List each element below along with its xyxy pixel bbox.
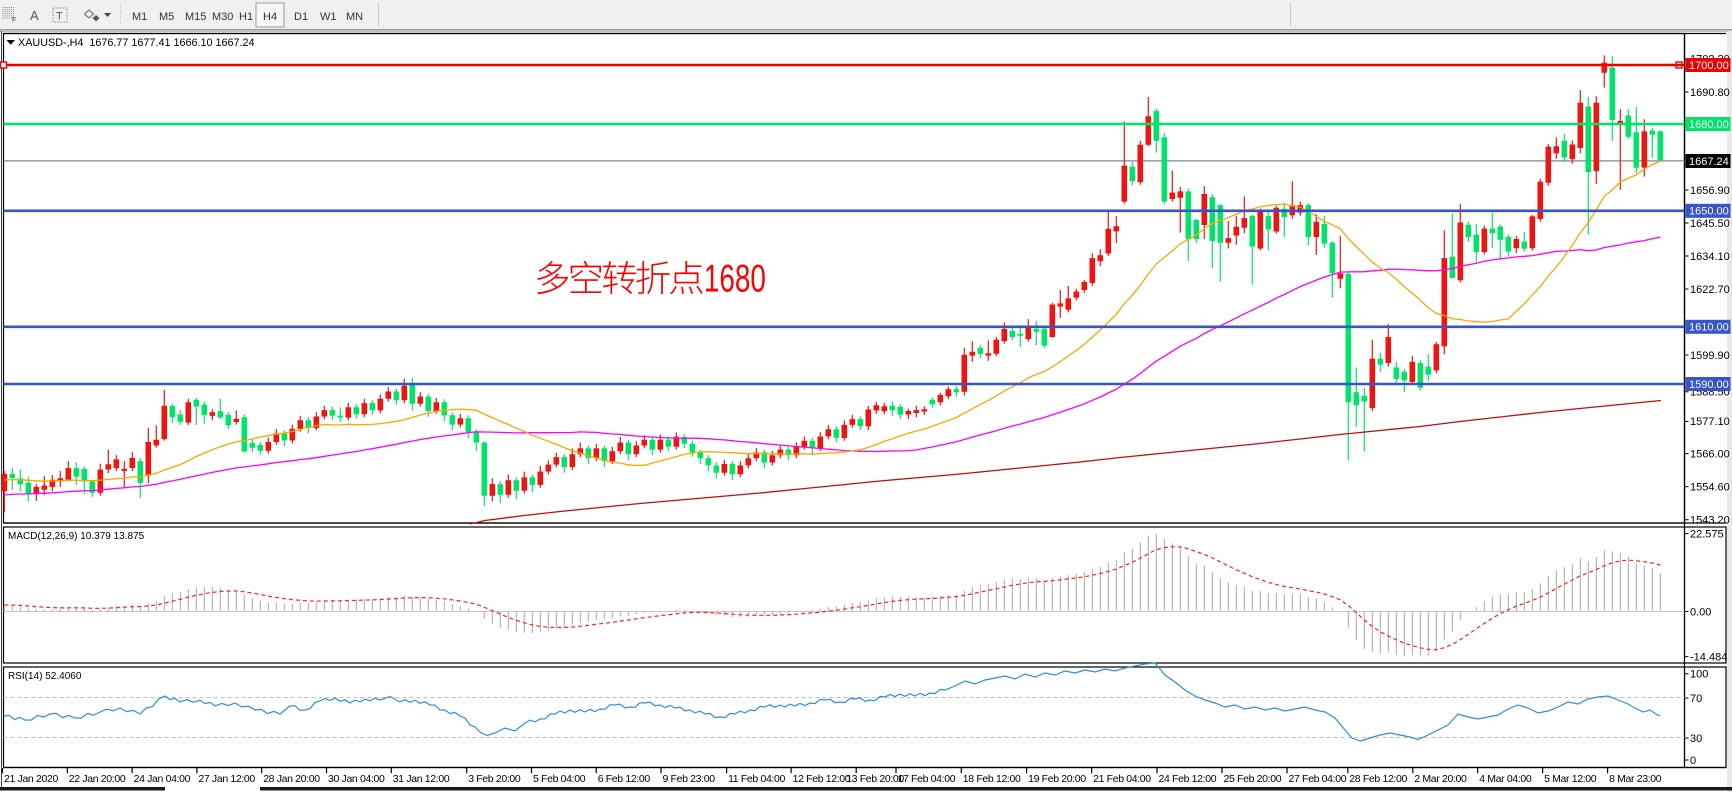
svg-text:28 Feb 12:00: 28 Feb 12:00 xyxy=(1349,773,1407,785)
svg-text:M30: M30 xyxy=(212,11,233,23)
svg-text:9 Feb 23:00: 9 Feb 23:00 xyxy=(663,773,716,785)
svg-text:M5: M5 xyxy=(159,11,174,23)
svg-text:21 Jan 2020: 21 Jan 2020 xyxy=(4,773,58,785)
svg-text:D1: D1 xyxy=(294,11,308,23)
svg-text:5 Feb 04:00: 5 Feb 04:00 xyxy=(533,773,586,785)
svg-text:1566.00: 1566.00 xyxy=(1690,448,1730,460)
svg-text:25 Feb 20:00: 25 Feb 20:00 xyxy=(1224,773,1282,785)
svg-text:22 Jan 20:00: 22 Jan 20:00 xyxy=(69,773,126,785)
svg-text:RSI(14) 52.4060: RSI(14) 52.4060 xyxy=(8,671,82,682)
svg-text:1645.50: 1645.50 xyxy=(1690,218,1730,230)
svg-text:MN: MN xyxy=(346,11,363,23)
svg-text:21 Feb 04:00: 21 Feb 04:00 xyxy=(1093,773,1151,785)
svg-text:F: F xyxy=(12,17,16,24)
svg-text:1543.20: 1543.20 xyxy=(1690,515,1730,527)
svg-text:A: A xyxy=(30,8,39,23)
svg-text:11 Feb 04:00: 11 Feb 04:00 xyxy=(728,773,785,785)
svg-text:1690.80: 1690.80 xyxy=(1690,87,1730,99)
svg-text:1656.90: 1656.90 xyxy=(1690,185,1730,197)
svg-text:1590.00: 1590.00 xyxy=(1689,379,1729,391)
svg-text:1577.10: 1577.10 xyxy=(1690,416,1730,428)
svg-text:1650.00: 1650.00 xyxy=(1689,206,1729,218)
svg-text:13 Feb 20:00: 13 Feb 20:00 xyxy=(846,773,904,785)
svg-text:30 Jan 04:00: 30 Jan 04:00 xyxy=(328,773,385,785)
svg-text:27 Feb 04:00: 27 Feb 04:00 xyxy=(1289,773,1347,785)
svg-text:M15: M15 xyxy=(185,11,206,23)
svg-text:XAUUSD-,H4 1676.77 1677.41 16: XAUUSD-,H4 1676.77 1677.41 1666.10 1667.… xyxy=(18,37,255,49)
svg-text:T: T xyxy=(56,11,63,23)
svg-text:0.00: 0.00 xyxy=(1690,606,1711,618)
svg-text:18 Feb 12:00: 18 Feb 12:00 xyxy=(963,773,1021,785)
svg-text:4 Mar 04:00: 4 Mar 04:00 xyxy=(1479,773,1532,785)
svg-text:1680: 1680 xyxy=(704,258,766,301)
svg-text:28 Jan 20:00: 28 Jan 20:00 xyxy=(263,773,320,785)
svg-text:H4: H4 xyxy=(263,11,277,23)
svg-text:5 Mar 12:00: 5 Mar 12:00 xyxy=(1544,773,1597,785)
svg-text:12 Feb 12:00: 12 Feb 12:00 xyxy=(793,773,851,785)
svg-text:H1: H1 xyxy=(239,11,253,23)
svg-text:1680.00: 1680.00 xyxy=(1689,119,1729,131)
svg-text:MACD(12,26,9) 10.379 13.875: MACD(12,26,9) 10.379 13.875 xyxy=(8,531,145,542)
svg-text:8 Mar 23:00: 8 Mar 23:00 xyxy=(1609,773,1662,785)
svg-text:2 Mar 20:00: 2 Mar 20:00 xyxy=(1414,773,1467,785)
svg-text:31 Jan 12:00: 31 Jan 12:00 xyxy=(393,773,450,785)
svg-text:0: 0 xyxy=(1690,755,1696,767)
svg-text:W1: W1 xyxy=(320,11,337,23)
svg-text:30: 30 xyxy=(1690,733,1702,745)
svg-text:70: 70 xyxy=(1690,693,1702,705)
svg-text:1622.70: 1622.70 xyxy=(1690,284,1730,296)
svg-text:6 Feb 12:00: 6 Feb 12:00 xyxy=(598,773,651,785)
svg-text:1700.00: 1700.00 xyxy=(1689,60,1729,72)
svg-text:M1: M1 xyxy=(132,11,147,23)
svg-text:100: 100 xyxy=(1690,669,1708,681)
svg-text:24 Feb 12:00: 24 Feb 12:00 xyxy=(1159,773,1217,785)
svg-text:27 Jan 12:00: 27 Jan 12:00 xyxy=(198,773,255,785)
svg-text:1554.60: 1554.60 xyxy=(1690,482,1730,494)
svg-text:-14.484: -14.484 xyxy=(1690,652,1727,664)
svg-text:17 Feb 04:00: 17 Feb 04:00 xyxy=(898,773,956,785)
svg-text:3 Feb 20:00: 3 Feb 20:00 xyxy=(468,773,521,785)
svg-text:19 Feb 20:00: 19 Feb 20:00 xyxy=(1028,773,1086,785)
svg-text:1667.24: 1667.24 xyxy=(1689,156,1729,168)
svg-text:22.575: 22.575 xyxy=(1690,528,1724,540)
svg-text:1599.90: 1599.90 xyxy=(1690,350,1730,362)
svg-text:1610.00: 1610.00 xyxy=(1689,322,1729,334)
svg-text:1634.10: 1634.10 xyxy=(1690,251,1730,263)
svg-text:24 Jan 04:00: 24 Jan 04:00 xyxy=(134,773,191,785)
